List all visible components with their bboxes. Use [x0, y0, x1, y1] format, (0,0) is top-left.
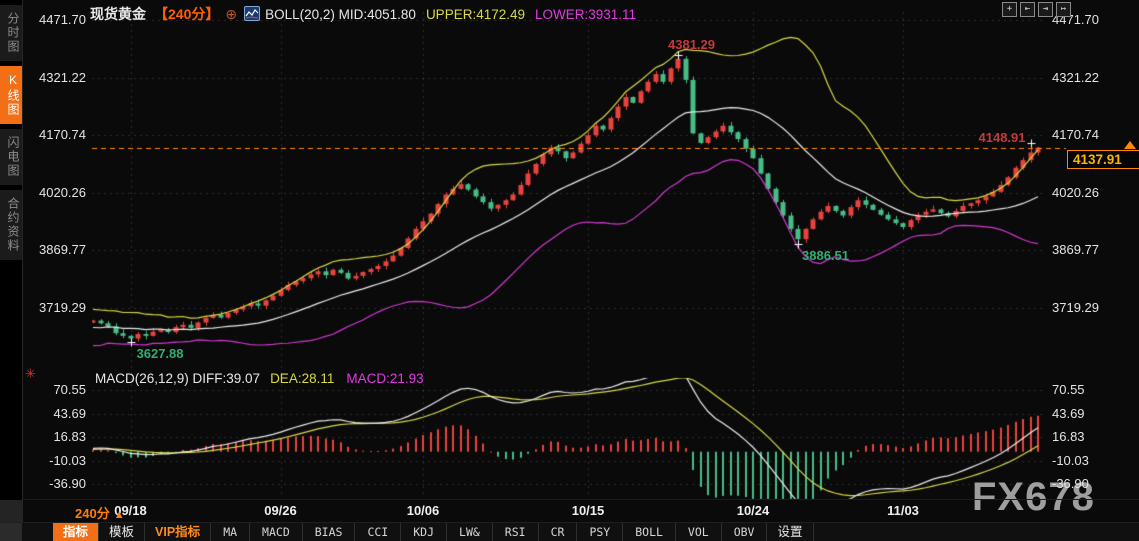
price-marker-label: 4148.91 [978, 130, 1026, 146]
macd-header: MACD(26,12,9) DIFF:39.07 DEA:28.11 MACD:21… [95, 371, 424, 386]
price-marker-label: 3886.51 [802, 247, 849, 263]
sidebar-footer-block [0, 500, 22, 522]
price-axis-label: 4170.74 [39, 127, 86, 142]
macd-axis-label: -36.90 [49, 476, 86, 491]
x-axis-date-label: 10/15 [571, 503, 605, 518]
price-axis-label: 3719.29 [39, 299, 86, 315]
xaxis-period-selector[interactable]: 240分 ▲ [75, 503, 125, 522]
x-axis-date-label: 09/18 [114, 503, 147, 518]
toolbar-item-6[interactable]: BIAS [303, 523, 356, 541]
price-flag-icon [1124, 141, 1136, 149]
chart-header: 现货黄金 【240分】 ⊕ BOLL(20,2) MID:4051.80 UPPER:4… [90, 4, 636, 24]
price-axis-label: 4321.22 [39, 69, 86, 85]
price-axis-label: 3719.29 [1052, 299, 1099, 315]
macd-dea-readout: DEA:28.11 [270, 371, 335, 386]
indicator-toolbar: 指标 模板 VIP指标 MA MACD BIAS CCI KDJ LW& RSI CR PSY BOLL… [0, 522, 1139, 541]
price-axis-label: 4321.22 [1052, 69, 1099, 85]
toolbar-item-8[interactable]: KDJ [401, 523, 448, 541]
toolbar-item-9[interactable]: LW& [447, 523, 493, 541]
expand-horizontal-icon[interactable]: ⇥ [1038, 2, 1053, 17]
toolbar-item-10[interactable]: RSI [493, 523, 539, 541]
left-sidebar: 分时图 K线图闪电图合约资料 [0, 0, 23, 522]
boll-upper-readout: UPPER:4172.49 [425, 7, 525, 22]
sidebar-tab-4[interactable]: 合约资料 [0, 190, 22, 260]
x-axis-date-label: 09/26 [264, 503, 297, 518]
alert-icon: ✳ [25, 366, 36, 381]
price-axis-label: 4020.26 [1052, 184, 1099, 200]
price-marker-label: 3627.88 [136, 346, 184, 362]
sidebar-tab-2[interactable]: K线图 [0, 66, 22, 124]
sidebar-tabs: 分时图 K线图闪电图合约资料 [0, 5, 22, 260]
price-axis-label: 3869.77 [39, 242, 86, 257]
toolbar-item-5[interactable]: MACD [250, 523, 303, 541]
price-axis-label: 3869.77 [1052, 242, 1099, 257]
watermark: FX678 [972, 475, 1095, 519]
price-marker-label: 4381.29 [668, 36, 715, 52]
macd-axis-label: -36.90 [1052, 476, 1089, 491]
toolbar-left-stub [0, 523, 22, 541]
macd-axis-label: 70.55 [1052, 382, 1085, 397]
macd-axis-label: 70.55 [53, 382, 86, 397]
compress-horizontal-icon[interactable]: ⇤ [1020, 2, 1035, 17]
toolbar-item-11[interactable]: CR [539, 523, 578, 541]
sidebar-tab-3[interactable]: 闪电图 [0, 129, 22, 185]
macd-axis-label: 16.83 [1052, 429, 1085, 444]
toolbar-item-7[interactable]: CCI [355, 523, 402, 541]
price-axis-label: 4170.74 [1052, 127, 1099, 142]
toolbar-item-16[interactable]: 设置 [767, 523, 814, 541]
boll-readout: BOLL(20,2) MID:4051.80 [265, 7, 416, 22]
target-icon[interactable]: ⊕ [225, 6, 238, 22]
indicator-chart-icon[interactable] [244, 6, 261, 21]
boll-lower-readout: LOWER:3931.11 [535, 7, 637, 22]
x-axis-date-label: 10/24 [736, 503, 770, 518]
xaxis-period-label: 240分 [75, 506, 110, 521]
toolbar-item-3[interactable]: VIP指标 [145, 523, 212, 541]
toolbar-item-15[interactable]: OBV [722, 523, 768, 541]
toolbar-item-4[interactable]: MA [211, 523, 251, 541]
toolbar-item-12[interactable]: PSY [577, 523, 624, 541]
price-axis-label: 4471.70 [39, 12, 86, 27]
macd-axis-label: -10.03 [1052, 452, 1089, 468]
date-row-divider [0, 499, 1139, 500]
crosshair-icon[interactable]: + [1002, 2, 1017, 17]
sidebar-tab-1[interactable]: 分时图 [0, 5, 22, 61]
macd-axis-label: 43.69 [1052, 405, 1085, 421]
toolbar-item-2[interactable]: 模板 [99, 523, 146, 541]
macd-readout: MACD:21.93 [346, 371, 424, 386]
window-controls: + ⇤ ⇥ ↦ [1002, 2, 1071, 17]
price-axis-label: 4020.26 [39, 184, 86, 200]
symbol-name: 现货黄金 [90, 6, 146, 22]
last-price-box: 4137.91 [1067, 150, 1139, 169]
toolbar-item-1[interactable]: 指标 [53, 523, 100, 541]
macd-axis-label: 43.69 [53, 405, 86, 421]
x-axis-date-label: 11/03 [887, 503, 919, 518]
period-label[interactable]: 【240分】 [154, 6, 220, 22]
triangle-up-icon: ▲ [113, 509, 125, 521]
macd-axis-label: -10.03 [49, 452, 86, 468]
macd-axis-label: 16.83 [53, 429, 86, 444]
toolbar-item-14[interactable]: VOL [676, 523, 722, 541]
macd-diff-readout: MACD(26,12,9) DIFF:39.07 [95, 371, 261, 386]
pan-right-icon[interactable]: ↦ [1056, 2, 1071, 17]
toolbar-item-13[interactable]: BOLL [623, 523, 676, 541]
x-axis-date-label: 10/06 [406, 503, 440, 518]
